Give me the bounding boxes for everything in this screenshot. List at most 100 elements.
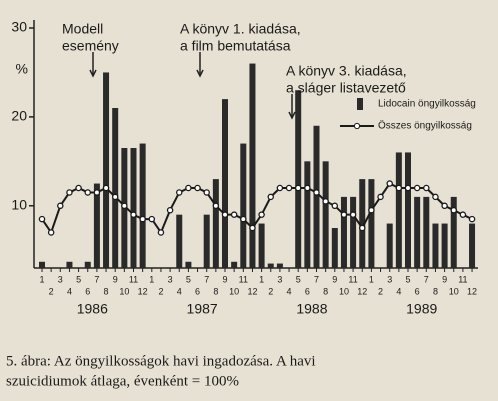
- point: [139, 215, 146, 223]
- x-tick-label: 8: [433, 286, 438, 296]
- x-tick-label: 9: [332, 274, 337, 284]
- annotation: A könyv 3. kiadása,: [286, 63, 407, 79]
- point: [185, 184, 192, 192]
- point: [349, 211, 357, 218]
- point: [230, 211, 238, 218]
- point: [423, 184, 430, 192]
- bar: [212, 179, 219, 268]
- point: [102, 184, 110, 192]
- x-tick-label: 7: [204, 274, 209, 284]
- x-tick-label: 8: [323, 286, 328, 296]
- bar: [368, 179, 375, 268]
- bar: [386, 223, 393, 268]
- x-tick-label: 11: [239, 274, 248, 284]
- bar: [185, 261, 192, 268]
- bar: [359, 179, 366, 268]
- x-tick-label: 5: [76, 274, 81, 284]
- x-tick-label: 3: [387, 274, 392, 284]
- y-tick-label: 30: [11, 19, 27, 35]
- x-tick-label: 9: [113, 274, 118, 284]
- point: [84, 189, 92, 196]
- bar: [249, 63, 256, 268]
- point: [258, 211, 265, 218]
- bar: [405, 152, 411, 268]
- caption: szuicidiumok átlaga, évenként = 100%: [6, 373, 239, 389]
- x-tick-label: 3: [168, 274, 173, 284]
- point: [358, 224, 366, 232]
- bar: [276, 263, 283, 268]
- x-tick-label: 10: [119, 286, 129, 296]
- point: [386, 180, 393, 187]
- bar: [66, 261, 73, 268]
- bar: [84, 261, 91, 268]
- legend-label: Lidocain öngyilkosság: [378, 99, 476, 110]
- annotation: esemény: [62, 38, 119, 54]
- point: [285, 184, 293, 192]
- annotation: a sláger listavezető: [286, 80, 406, 96]
- bar: [441, 223, 448, 268]
- point: [322, 198, 329, 205]
- point: [130, 211, 137, 218]
- point: [331, 202, 339, 210]
- point: [166, 206, 174, 214]
- year-label: 1986: [77, 301, 108, 317]
- bar: [423, 196, 430, 268]
- bar: [203, 214, 210, 268]
- bar: [414, 196, 421, 268]
- annotation: a film bemutatása: [180, 38, 291, 54]
- point: [66, 189, 73, 196]
- point: [221, 211, 229, 218]
- point: [413, 184, 421, 192]
- x-tick-label: 5: [405, 274, 410, 284]
- x-tick-label: 1: [369, 274, 374, 284]
- point: [294, 184, 302, 192]
- annotation-arrow: [196, 69, 204, 78]
- bar: [139, 143, 146, 268]
- bar: [322, 161, 329, 268]
- year-label: 1987: [187, 301, 218, 317]
- point: [93, 189, 101, 196]
- point: [148, 215, 156, 223]
- bar: [240, 143, 247, 268]
- x-tick-label: 5: [186, 274, 191, 284]
- bar: [258, 223, 265, 268]
- point: [157, 229, 165, 236]
- annotation-arrow: [89, 69, 97, 78]
- legend-swatch: [353, 122, 361, 130]
- point: [304, 184, 311, 192]
- point: [395, 184, 403, 192]
- point: [432, 193, 439, 201]
- bar: [450, 196, 457, 268]
- x-tick-label: 10: [449, 286, 459, 296]
- x-tick-label: 10: [339, 286, 349, 296]
- bar: [112, 108, 119, 268]
- point: [459, 211, 467, 218]
- bar: [222, 99, 228, 268]
- bar: [103, 72, 110, 268]
- point: [313, 189, 320, 196]
- year-label: 1989: [406, 301, 437, 317]
- bar: [432, 223, 439, 268]
- bar: [39, 261, 45, 268]
- x-tick-label: 4: [287, 286, 292, 296]
- bar: [267, 263, 274, 268]
- point: [240, 215, 247, 223]
- x-tick-label: 12: [247, 286, 257, 296]
- x-tick-label: 11: [458, 274, 467, 284]
- x-tick-label: 7: [424, 274, 429, 284]
- point: [57, 202, 64, 210]
- x-tick-label: 11: [129, 274, 138, 284]
- point: [377, 193, 384, 201]
- x-tick-label: 2: [268, 286, 273, 296]
- bar: [130, 148, 137, 268]
- bar: [295, 90, 302, 268]
- x-tick-label: 12: [357, 286, 367, 296]
- x-tick-label: 2: [49, 286, 54, 296]
- x-tick-label: 4: [67, 286, 72, 296]
- point: [194, 184, 201, 192]
- x-tick-label: 6: [305, 286, 310, 296]
- x-tick-label: 1: [39, 274, 44, 284]
- year-label: 1988: [296, 301, 327, 317]
- x-tick-label: 3: [58, 274, 63, 284]
- x-tick-label: 4: [177, 286, 182, 296]
